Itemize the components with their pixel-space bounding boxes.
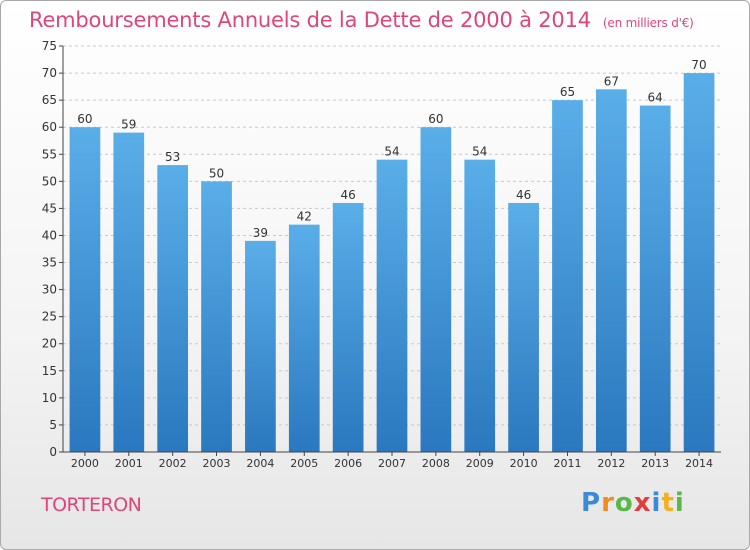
bar-2005 xyxy=(288,224,320,452)
y-tick-label: 5 xyxy=(49,418,57,432)
data-label-2006: 46 xyxy=(340,188,355,202)
y-tick-label: 50 xyxy=(42,174,57,188)
bar-2009 xyxy=(464,159,496,452)
x-tick-label-2012: 2012 xyxy=(597,457,625,470)
y-tick-label: 45 xyxy=(42,201,57,215)
data-label-2008: 60 xyxy=(428,112,443,126)
bar-2007 xyxy=(376,159,408,452)
x-tick-label-2004: 2004 xyxy=(246,457,274,470)
data-label-2012: 67 xyxy=(604,74,619,88)
x-tick-label-2003: 2003 xyxy=(203,457,231,470)
chart-subtitle: (en milliers d'€) xyxy=(602,16,694,30)
data-label-2013: 64 xyxy=(648,91,663,105)
chart-title: Remboursements Annuels de la Dette de 20… xyxy=(29,8,694,32)
x-tick-label-2001: 2001 xyxy=(115,457,143,470)
x-tick-label-2013: 2013 xyxy=(641,457,669,470)
label-layer: 60 59 53 50 39 42 46 54 60 54 46 65 67 64 70 xyxy=(77,58,706,240)
bar-2011 xyxy=(552,100,583,452)
data-label-2001: 59 xyxy=(121,118,136,132)
bar-2014 xyxy=(683,73,715,453)
data-label-2005: 42 xyxy=(297,210,312,224)
y-tick-label: 30 xyxy=(42,283,57,297)
data-label-2010: 46 xyxy=(516,188,531,202)
y-tick-label: 15 xyxy=(42,364,57,378)
x-tick-label-2009: 2009 xyxy=(466,457,494,470)
x-tick-label-2014: 2014 xyxy=(685,457,713,470)
bar-2008 xyxy=(420,127,452,452)
y-tick-label: 10 xyxy=(42,391,57,405)
axis-layer: 0 5 10 15 20 25 30 35 40 45 50 55 60 65 70 75 2000 2001 20… xyxy=(42,39,721,470)
x-tick-label-2005: 2005 xyxy=(290,457,318,470)
bar-2012 xyxy=(595,89,627,452)
y-tick-label: 40 xyxy=(42,228,57,242)
y-tick-label: 20 xyxy=(42,337,57,351)
bar-2013 xyxy=(639,105,671,453)
data-label-2007: 54 xyxy=(384,145,399,159)
bar-2004 xyxy=(245,240,276,452)
y-tick-label: 60 xyxy=(42,120,57,134)
x-tick-label-2006: 2006 xyxy=(334,457,362,470)
x-tick-label-2000: 2000 xyxy=(71,457,99,470)
y-tick-label: 55 xyxy=(42,147,57,161)
bar-2002 xyxy=(157,165,189,453)
data-label-2000: 60 xyxy=(77,112,92,126)
chart-title-text: Remboursements Annuels de la Dette de 20… xyxy=(29,8,591,32)
x-tick-label-2002: 2002 xyxy=(159,457,187,470)
data-label-2004: 39 xyxy=(253,226,268,240)
data-label-2002: 53 xyxy=(165,150,180,164)
y-tick-label: 25 xyxy=(42,310,57,324)
bar-2000 xyxy=(69,127,101,452)
data-label-2003: 50 xyxy=(209,166,224,180)
bar-layer xyxy=(69,73,715,453)
data-label-2011: 65 xyxy=(560,85,575,99)
bar-2003 xyxy=(201,181,232,453)
bar-2006 xyxy=(332,202,364,452)
bar-2001 xyxy=(113,132,145,452)
y-tick-label: 75 xyxy=(42,39,57,53)
y-tick-label: 0 xyxy=(49,445,57,459)
place-name: TORTERON xyxy=(41,494,142,516)
data-label-2009: 54 xyxy=(472,145,487,159)
bar-2010 xyxy=(508,202,539,452)
x-tick-label-2010: 2010 xyxy=(510,457,538,470)
y-tick-label: 65 xyxy=(42,93,57,107)
y-tick-label: 35 xyxy=(42,256,57,270)
x-tick-label-2008: 2008 xyxy=(422,457,450,470)
proxiti-logo[interactable]: Proxiti xyxy=(581,488,685,518)
y-tick-label: 70 xyxy=(42,66,57,80)
data-label-2014: 70 xyxy=(691,58,706,72)
x-tick-label-2007: 2007 xyxy=(378,457,406,470)
x-tick-label-2011: 2011 xyxy=(553,457,581,470)
